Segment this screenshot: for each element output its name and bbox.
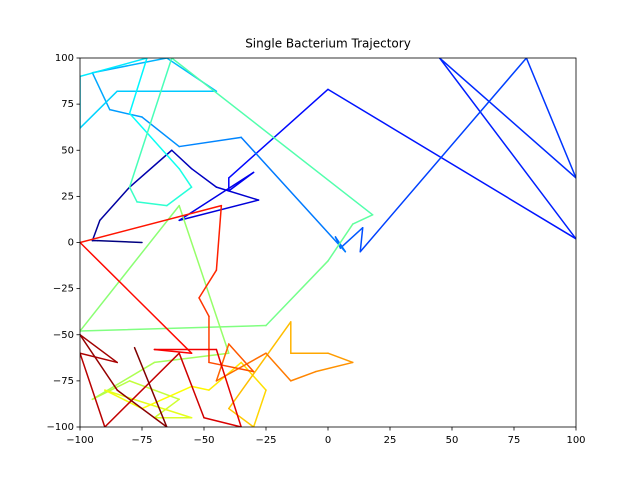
trajectory-segment xyxy=(80,324,267,332)
trajectory-segment xyxy=(80,90,118,129)
y-tick-label: 0 xyxy=(68,238,74,249)
x-tick-label: 25 xyxy=(384,435,397,446)
trajectory-segment xyxy=(91,72,111,111)
chart-title: Single Bacterium Trajectory xyxy=(245,37,411,51)
trajectory-segment xyxy=(128,149,173,188)
plot-area xyxy=(80,58,576,427)
trajectory-segment xyxy=(171,58,374,216)
trajectory-segment xyxy=(104,352,180,427)
trajectory-segment xyxy=(128,58,173,188)
trajectory-segment xyxy=(104,389,193,419)
trajectory-segment xyxy=(190,167,218,188)
x-tick-label: 75 xyxy=(508,435,521,446)
trajectory-segment xyxy=(109,108,143,118)
trajectory-segment xyxy=(153,140,180,170)
trajectory-segment xyxy=(80,241,193,354)
trajectory-segment xyxy=(215,348,242,427)
trajectory-segment xyxy=(327,352,354,364)
x-tick-label: −100 xyxy=(66,435,93,446)
trajectory-segment xyxy=(178,167,193,188)
trajectory-segment xyxy=(265,352,292,382)
y-tick-label: 25 xyxy=(61,191,74,202)
trajectory-segment xyxy=(128,112,156,142)
trajectory-segment xyxy=(525,58,576,179)
x-tick-label: −25 xyxy=(255,435,276,446)
x-tick-label: 50 xyxy=(446,435,459,446)
trajectory-segment xyxy=(80,352,118,364)
trajectory-segment xyxy=(208,361,255,373)
trajectory-segment xyxy=(80,58,148,78)
trajectory-segment xyxy=(198,297,210,318)
trajectory-segment xyxy=(339,226,364,249)
trajectory-segment xyxy=(141,116,180,148)
trajectory-segment xyxy=(96,239,143,244)
trajectory-segment xyxy=(352,214,374,225)
trajectory-segment xyxy=(240,136,347,253)
trajectory-segment xyxy=(215,186,260,201)
trajectory-segment xyxy=(359,58,528,253)
trajectory-segment xyxy=(438,58,576,240)
x-tick-label: 0 xyxy=(325,435,331,446)
trajectory-segment xyxy=(153,352,230,364)
y-tick-label: −25 xyxy=(53,284,74,295)
y-tick-label: 75 xyxy=(61,99,74,110)
trajectory-segment xyxy=(166,186,193,207)
trajectory-segment xyxy=(327,223,354,262)
trajectory-segment xyxy=(178,171,255,222)
trajectory-segment xyxy=(153,398,180,419)
trajectory-segment xyxy=(252,389,267,427)
trajectory-segment xyxy=(171,149,193,170)
x-tick-label: −50 xyxy=(193,435,214,446)
trajectory-segment xyxy=(228,343,255,373)
trajectory-segment xyxy=(240,361,267,391)
trajectory-segment xyxy=(190,385,210,391)
trajectory-segment xyxy=(80,334,118,391)
trajectory-segment xyxy=(128,58,148,115)
x-tick-label: 100 xyxy=(566,435,585,446)
trajectory-segment xyxy=(178,136,242,148)
trajectory-segment xyxy=(133,346,168,427)
trajectory-segment xyxy=(80,204,180,332)
trajectory-segment xyxy=(80,204,223,244)
trajectory-segment xyxy=(228,407,255,427)
trajectory-segment xyxy=(104,389,143,410)
y-tick-label: −100 xyxy=(47,422,74,433)
trajectory-segment xyxy=(228,88,329,179)
trajectory-segment xyxy=(215,204,223,271)
y-tick-label: −75 xyxy=(53,376,74,387)
trajectory-segment xyxy=(136,201,168,207)
trajectory-segment xyxy=(128,186,138,203)
trajectory-segment xyxy=(290,370,317,382)
y-tick-label: 50 xyxy=(61,145,74,156)
y-tick-label: −50 xyxy=(53,330,74,341)
trajectory-segment xyxy=(359,226,364,253)
trajectory-segment xyxy=(80,334,118,364)
x-tick-label: −75 xyxy=(131,435,152,446)
trajectory-segment xyxy=(178,199,260,222)
trajectory-segment xyxy=(116,389,168,427)
trajectory-segment xyxy=(178,204,230,354)
trajectory-segment xyxy=(438,58,576,179)
trajectory-segment xyxy=(91,380,131,401)
trajectory-segment xyxy=(99,186,131,222)
trajectory-segment xyxy=(198,269,218,299)
trajectory-segment xyxy=(228,171,255,192)
trajectory-segment xyxy=(178,352,205,419)
trajectory-segment xyxy=(203,417,242,427)
trajectory-segment xyxy=(215,343,230,382)
trajectory-segment xyxy=(314,361,354,373)
trajectory-segment xyxy=(265,260,329,327)
trajectory-segment xyxy=(91,219,101,242)
y-tick-label: 100 xyxy=(55,53,74,64)
trajectory-segment xyxy=(327,88,576,240)
trajectory-segment xyxy=(141,385,193,410)
trajectory-segment xyxy=(91,361,156,401)
trajectory-segment xyxy=(80,352,106,427)
trajectory-segment xyxy=(228,321,292,410)
